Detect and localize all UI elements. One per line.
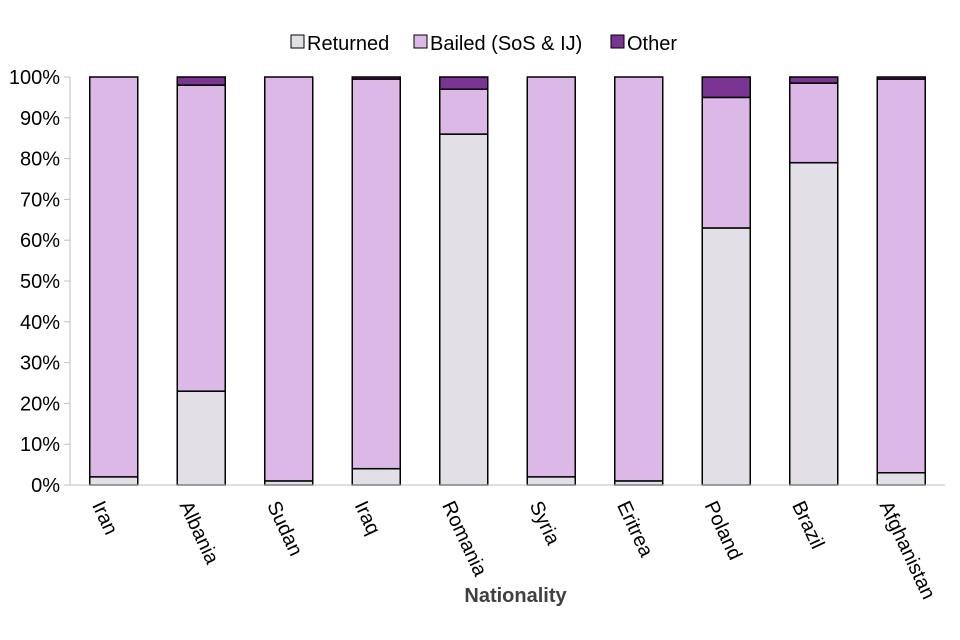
x-tick-label: Brazil bbox=[787, 498, 828, 553]
y-tick-label: 50% bbox=[20, 271, 60, 293]
legend-item: Bailed (SoS & IJ) bbox=[413, 33, 582, 55]
y-tick-label: 30% bbox=[20, 353, 60, 375]
bar-iraq bbox=[351, 76, 401, 486]
bar-poland bbox=[701, 76, 751, 486]
y-tick-label: 0% bbox=[31, 475, 60, 497]
legend-item: Returned bbox=[290, 33, 389, 55]
bar-sudan bbox=[264, 76, 314, 486]
x-tick-label: Albania bbox=[175, 498, 224, 569]
bar-segment-other bbox=[789, 76, 839, 84]
legend-item: Other bbox=[610, 33, 677, 55]
bar-segment-other bbox=[701, 76, 751, 99]
bar-segment-bailed-sos-ij bbox=[439, 88, 489, 135]
bar-segment-bailed-sos-ij bbox=[176, 84, 226, 392]
x-tick-label: Romania bbox=[437, 498, 491, 581]
bar-segment-returned bbox=[439, 133, 489, 486]
bar-segment-bailed-sos-ij bbox=[351, 78, 401, 470]
y-tick-label: 80% bbox=[20, 149, 60, 171]
bar-romania bbox=[439, 76, 489, 486]
legend-swatch bbox=[413, 34, 428, 49]
bar-segment-other bbox=[876, 76, 926, 80]
bar-syria bbox=[526, 76, 576, 486]
x-tick-label: Iran bbox=[87, 498, 122, 539]
bar-segment-bailed-sos-ij bbox=[526, 76, 576, 478]
bar-eritrea bbox=[614, 76, 664, 486]
y-tick-label: 90% bbox=[20, 108, 60, 130]
bar-afghanistan bbox=[876, 76, 926, 486]
y-axis: 0% 10% 20% 30% 40% 50% 60% 70% 80% 90% 100% bbox=[9, 67, 71, 497]
legend-label: Bailed (SoS & IJ) bbox=[430, 33, 582, 55]
x-tick-label: Poland bbox=[700, 498, 746, 564]
bar-segment-bailed-sos-ij bbox=[876, 78, 926, 474]
bar-segment-bailed-sos-ij bbox=[614, 76, 664, 482]
x-tick-label: Syria bbox=[525, 498, 565, 549]
y-tick-label: 20% bbox=[20, 393, 60, 415]
bar-segment-bailed-sos-ij bbox=[701, 96, 751, 229]
bars bbox=[89, 76, 926, 486]
bar-segment-returned bbox=[876, 472, 926, 486]
x-tick-label: Sudan bbox=[262, 498, 306, 560]
y-tick-label: 100% bbox=[9, 67, 60, 89]
bar-segment-other bbox=[176, 76, 226, 86]
legend-swatch bbox=[610, 34, 625, 49]
legend-label: Other bbox=[627, 33, 677, 55]
bar-segment-bailed-sos-ij bbox=[789, 82, 839, 164]
bar-segment-returned bbox=[701, 227, 751, 486]
y-tick-label: 10% bbox=[20, 434, 60, 456]
bar-segment-returned bbox=[89, 476, 139, 486]
bar-brazil bbox=[789, 76, 839, 486]
bar-albania bbox=[176, 76, 226, 486]
x-tick-label: Afghanistan bbox=[875, 498, 940, 603]
bar-segment-returned bbox=[176, 390, 226, 486]
y-tick-label: 70% bbox=[20, 189, 60, 211]
x-tick-label: Iraq bbox=[350, 498, 385, 539]
bar-segment-bailed-sos-ij bbox=[264, 76, 314, 482]
bar-segment-bailed-sos-ij bbox=[89, 76, 139, 478]
bar-segment-returned bbox=[789, 161, 839, 486]
legend: Returned Bailed (SoS & IJ) Other bbox=[290, 33, 677, 55]
bar-iran bbox=[89, 76, 139, 486]
bar-segment-returned bbox=[351, 467, 401, 486]
bar-segment-other bbox=[439, 76, 489, 90]
y-tick-label: 60% bbox=[20, 230, 60, 252]
bar-segment-other bbox=[351, 76, 401, 80]
legend-label: Returned bbox=[307, 33, 389, 55]
x-tick-label: Eritrea bbox=[612, 498, 657, 561]
legend-swatch bbox=[290, 34, 305, 49]
y-tick-label: 40% bbox=[20, 312, 60, 334]
bar-segment-returned bbox=[526, 476, 576, 486]
x-axis-title: Nationality bbox=[464, 585, 567, 607]
